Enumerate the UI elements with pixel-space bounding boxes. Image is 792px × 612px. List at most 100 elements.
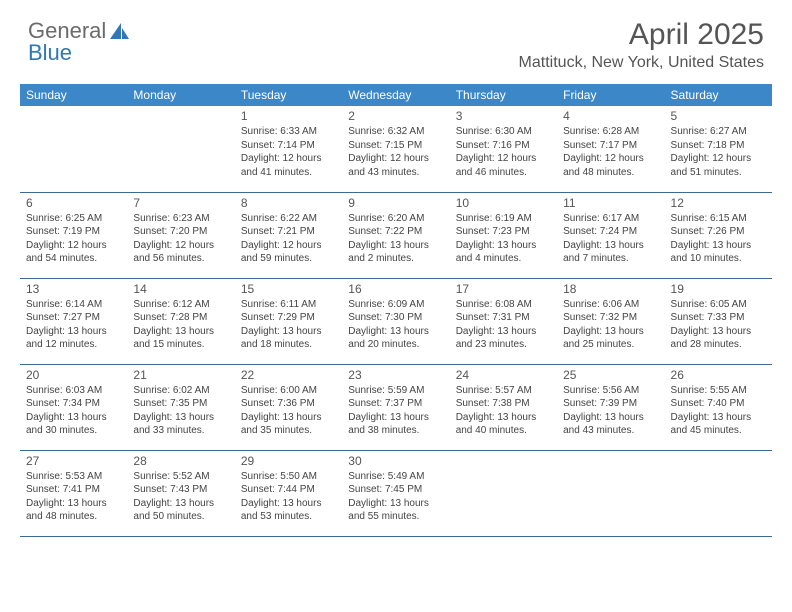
day-number: 30 [348, 454, 443, 468]
daylight-line: Daylight: 13 hours and 48 minutes. [26, 497, 121, 524]
weekday-header: Monday [127, 84, 234, 106]
calendar-row: 1Sunrise: 6:33 AMSunset: 7:14 PMDaylight… [20, 106, 772, 192]
day-cell: 24Sunrise: 5:57 AMSunset: 7:38 PMDayligh… [450, 364, 557, 450]
month-title: April 2025 [519, 18, 764, 52]
sunrise-line: Sunrise: 6:25 AM [26, 212, 121, 226]
sunset-line: Sunset: 7:33 PM [671, 311, 766, 325]
day-number: 16 [348, 282, 443, 296]
sunrise-line: Sunrise: 6:32 AM [348, 125, 443, 139]
daylight-line: Daylight: 13 hours and 50 minutes. [133, 497, 228, 524]
day-cell: 12Sunrise: 6:15 AMSunset: 7:26 PMDayligh… [665, 192, 772, 278]
sunset-line: Sunset: 7:31 PM [456, 311, 551, 325]
day-number: 20 [26, 368, 121, 382]
weekday-header: Wednesday [342, 84, 449, 106]
daylight-line: Daylight: 13 hours and 30 minutes. [26, 411, 121, 438]
calendar-row: 20Sunrise: 6:03 AMSunset: 7:34 PMDayligh… [20, 364, 772, 450]
empty-cell [450, 450, 557, 536]
sunrise-line: Sunrise: 6:22 AM [241, 212, 336, 226]
empty-cell [557, 450, 664, 536]
day-cell: 28Sunrise: 5:52 AMSunset: 7:43 PMDayligh… [127, 450, 234, 536]
day-number: 14 [133, 282, 228, 296]
day-number: 13 [26, 282, 121, 296]
sunrise-line: Sunrise: 6:15 AM [671, 212, 766, 226]
weekday-header: Tuesday [235, 84, 342, 106]
day-cell: 20Sunrise: 6:03 AMSunset: 7:34 PMDayligh… [20, 364, 127, 450]
daylight-line: Daylight: 13 hours and 20 minutes. [348, 325, 443, 352]
day-number: 17 [456, 282, 551, 296]
sunrise-line: Sunrise: 6:23 AM [133, 212, 228, 226]
sunrise-line: Sunrise: 5:50 AM [241, 470, 336, 484]
day-number: 25 [563, 368, 658, 382]
day-cell: 4Sunrise: 6:28 AMSunset: 7:17 PMDaylight… [557, 106, 664, 192]
sunset-line: Sunset: 7:17 PM [563, 139, 658, 153]
daylight-line: Daylight: 12 hours and 41 minutes. [241, 152, 336, 179]
day-cell: 19Sunrise: 6:05 AMSunset: 7:33 PMDayligh… [665, 278, 772, 364]
day-number: 4 [563, 109, 658, 123]
day-number: 26 [671, 368, 766, 382]
day-cell: 30Sunrise: 5:49 AMSunset: 7:45 PMDayligh… [342, 450, 449, 536]
empty-cell [665, 450, 772, 536]
sunset-line: Sunset: 7:36 PM [241, 397, 336, 411]
day-number: 27 [26, 454, 121, 468]
sunset-line: Sunset: 7:18 PM [671, 139, 766, 153]
day-cell: 15Sunrise: 6:11 AMSunset: 7:29 PMDayligh… [235, 278, 342, 364]
sunrise-line: Sunrise: 6:03 AM [26, 384, 121, 398]
day-cell: 3Sunrise: 6:30 AMSunset: 7:16 PMDaylight… [450, 106, 557, 192]
day-number: 11 [563, 196, 658, 210]
sunrise-line: Sunrise: 5:53 AM [26, 470, 121, 484]
day-cell: 27 Sunrise: 5:53 AMSunset: 7:41 PMDayligh… [20, 450, 127, 536]
daylight-line: Daylight: 13 hours and 35 minutes. [241, 411, 336, 438]
daylight-line: Daylight: 13 hours and 2 minutes. [348, 239, 443, 266]
day-cell: 22Sunrise: 6:00 AMSunset: 7:36 PMDayligh… [235, 364, 342, 450]
calendar-head: SundayMondayTuesdayWednesdayThursdayFrid… [20, 84, 772, 106]
daylight-line: Daylight: 13 hours and 53 minutes. [241, 497, 336, 524]
daylight-line: Daylight: 13 hours and 4 minutes. [456, 239, 551, 266]
daylight-line: Daylight: 13 hours and 25 minutes. [563, 325, 658, 352]
daylight-line: Daylight: 12 hours and 54 minutes. [26, 239, 121, 266]
sunrise-line: Sunrise: 6:08 AM [456, 298, 551, 312]
sunrise-line: Sunrise: 6:19 AM [456, 212, 551, 226]
sail-icon [109, 22, 131, 40]
daylight-line: Daylight: 12 hours and 48 minutes. [563, 152, 658, 179]
calendar-row: 27Sunrise: 5:53 AMSunset: 7:41 PMDayligh… [20, 450, 772, 536]
daylight-line: Daylight: 13 hours and 38 minutes. [348, 411, 443, 438]
sunrise-line: Sunrise: 6:09 AM [348, 298, 443, 312]
daylight-line: Daylight: 12 hours and 51 minutes. [671, 152, 766, 179]
day-number: 29 [241, 454, 336, 468]
day-number: 3 [456, 109, 551, 123]
day-cell: 29Sunrise: 5:50 AMSunset: 7:44 PMDayligh… [235, 450, 342, 536]
daylight-line: Daylight: 12 hours and 56 minutes. [133, 239, 228, 266]
daylight-line: Daylight: 13 hours and 55 minutes. [348, 497, 443, 524]
day-number: 28 [133, 454, 228, 468]
sunset-line: Sunset: 7:15 PM [348, 139, 443, 153]
weekday-header: Saturday [665, 84, 772, 106]
sunset-line: Sunset: 7:37 PM [348, 397, 443, 411]
sunrise-line: Sunrise: 5:59 AM [348, 384, 443, 398]
sunrise-line: Sunrise: 5:57 AM [456, 384, 551, 398]
day-cell: 23Sunrise: 5:59 AMSunset: 7:37 PMDayligh… [342, 364, 449, 450]
day-cell: 25Sunrise: 5:56 AMSunset: 7:39 PMDayligh… [557, 364, 664, 450]
day-cell: 16Sunrise: 6:09 AMSunset: 7:30 PMDayligh… [342, 278, 449, 364]
day-cell: 18Sunrise: 6:06 AMSunset: 7:32 PMDayligh… [557, 278, 664, 364]
daylight-line: Daylight: 12 hours and 46 minutes. [456, 152, 551, 179]
sunset-line: Sunset: 7:23 PM [456, 225, 551, 239]
sunset-line: Sunset: 7:20 PM [133, 225, 228, 239]
empty-cell [20, 106, 127, 192]
sunset-line: Sunset: 7:14 PM [241, 139, 336, 153]
sunset-line: Sunset: 7:43 PM [133, 483, 228, 497]
sunset-line: Sunset: 7:41 PM [26, 483, 121, 497]
sunset-line: Sunset: 7:29 PM [241, 311, 336, 325]
day-number: 9 [348, 196, 443, 210]
brand-part2: Blue [28, 40, 72, 66]
day-number: 18 [563, 282, 658, 296]
sunset-line: Sunset: 7:22 PM [348, 225, 443, 239]
day-cell: 8Sunrise: 6:22 AMSunset: 7:21 PMDaylight… [235, 192, 342, 278]
sunset-line: Sunset: 7:26 PM [671, 225, 766, 239]
day-number: 6 [26, 196, 121, 210]
sunrise-line: Sunrise: 6:33 AM [241, 125, 336, 139]
daylight-line: Daylight: 12 hours and 59 minutes. [241, 239, 336, 266]
day-number: 22 [241, 368, 336, 382]
daylight-line: Daylight: 13 hours and 43 minutes. [563, 411, 658, 438]
weekday-row: SundayMondayTuesdayWednesdayThursdayFrid… [20, 84, 772, 106]
day-number: 10 [456, 196, 551, 210]
